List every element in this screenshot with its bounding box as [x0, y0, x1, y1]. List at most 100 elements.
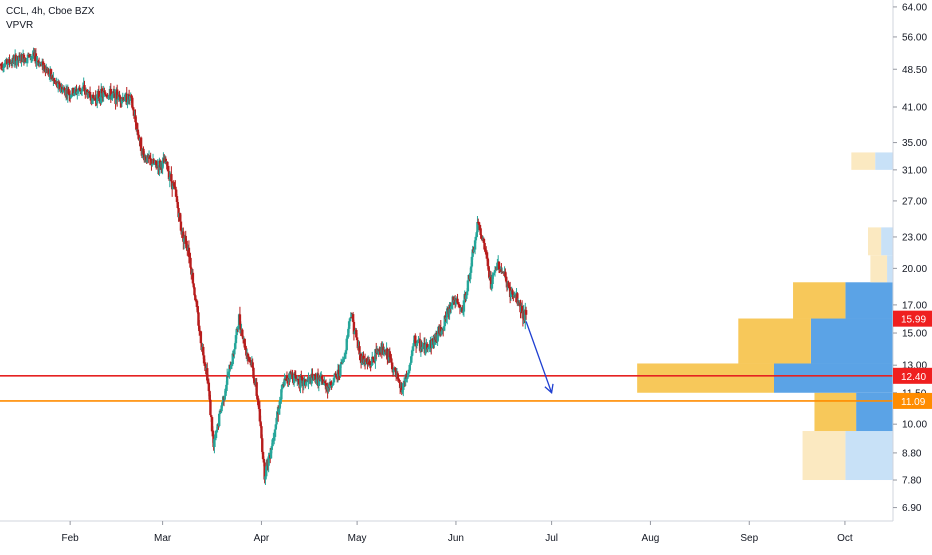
candle-body: [261, 438, 264, 452]
candle-body: [400, 386, 403, 393]
candle-body: [445, 317, 448, 320]
candle-body: [185, 243, 188, 247]
candle-body: [450, 303, 454, 307]
candle-body: [144, 156, 148, 160]
candle-body: [111, 93, 114, 96]
candle-body: [174, 189, 178, 197]
candle-body: [497, 261, 501, 270]
candle-body: [202, 346, 205, 356]
candle-body: [202, 355, 206, 364]
candle-body: [192, 283, 195, 288]
candle-body: [63, 88, 66, 91]
candle-body: [469, 266, 473, 273]
candle-body: [223, 395, 226, 400]
candle-body: [304, 382, 308, 386]
candle-body: [269, 449, 273, 459]
candle-body: [302, 380, 305, 387]
candle-body: [416, 340, 419, 344]
candle-body: [17, 55, 21, 61]
candle-body: [31, 56, 34, 58]
candle-body: [412, 343, 415, 347]
x-tick-label: Apr: [254, 533, 270, 544]
candle-body: [130, 95, 133, 98]
candle-body: [246, 353, 250, 357]
candle-body: [300, 376, 303, 378]
vp-bar-down: [774, 363, 893, 393]
candle-body: [490, 284, 494, 289]
candle-body: [233, 343, 237, 350]
candle-body: [174, 186, 177, 190]
candle-body: [356, 340, 360, 349]
horizontal-lines[interactable]: [0, 375, 893, 402]
candle-body: [409, 362, 412, 365]
candle-body: [273, 436, 276, 438]
candle-body: [210, 417, 214, 432]
candles: [0, 47, 528, 485]
candle-body: [371, 356, 375, 359]
candle-body: [348, 318, 352, 322]
candle-body: [207, 382, 211, 392]
candle-body: [177, 207, 180, 218]
candle-body: [184, 235, 187, 244]
candle-body: [88, 91, 92, 98]
candle-body: [511, 290, 514, 295]
candle-body: [452, 296, 455, 303]
candle-body: [191, 272, 195, 284]
price-label-text: 11.09: [901, 397, 926, 408]
candle-body: [493, 269, 497, 273]
candle-body: [225, 384, 228, 389]
candle-body: [261, 451, 265, 459]
candle-body: [215, 429, 219, 432]
candle-body: [277, 408, 281, 415]
candle-body: [352, 321, 356, 335]
volume-profile: [637, 152, 893, 481]
candle-body: [206, 368, 209, 381]
candle-body: [210, 415, 213, 418]
y-tick-label: 15.00: [902, 329, 927, 340]
candle-body: [262, 458, 266, 463]
candle-body: [221, 402, 224, 406]
candle-body: [504, 271, 507, 277]
candle-body: [418, 339, 422, 351]
candle-body: [255, 382, 258, 396]
candle-body: [504, 276, 508, 282]
candle-body: [247, 356, 250, 359]
trend-arrow[interactable]: [525, 321, 554, 395]
candle-body: [194, 295, 197, 301]
candle-body: [426, 347, 430, 350]
candle-body: [314, 375, 317, 383]
candle-body: [516, 293, 519, 304]
candle-body: [131, 107, 135, 110]
candle-body: [509, 291, 513, 297]
candle-body: [461, 307, 464, 313]
candle-body: [166, 161, 169, 170]
candle-body: [214, 438, 217, 440]
candle-body: [486, 258, 490, 267]
candle-body: [125, 93, 128, 105]
candle-body: [182, 238, 186, 242]
candle-body: [270, 446, 274, 450]
candle-body: [29, 57, 33, 59]
candle-body: [167, 171, 171, 180]
candle-body: [397, 378, 400, 381]
candle-body: [493, 272, 496, 275]
candle-body: [2, 66, 6, 68]
candle-body: [276, 412, 279, 418]
candle-body: [485, 252, 489, 259]
candle-body: [258, 409, 262, 422]
candle-body: [496, 262, 499, 270]
candle-body: [37, 61, 40, 63]
candle-body: [198, 325, 201, 332]
candle-body: [342, 359, 345, 361]
candle-body: [358, 346, 361, 355]
y-tick-label: 7.80: [902, 476, 922, 487]
candle-body: [343, 354, 347, 357]
candle-body: [445, 308, 449, 318]
candle-body: [116, 98, 120, 100]
candle-body: [83, 85, 86, 92]
candle-body: [483, 242, 486, 249]
candle-body: [134, 115, 137, 123]
candle-body: [89, 97, 93, 101]
